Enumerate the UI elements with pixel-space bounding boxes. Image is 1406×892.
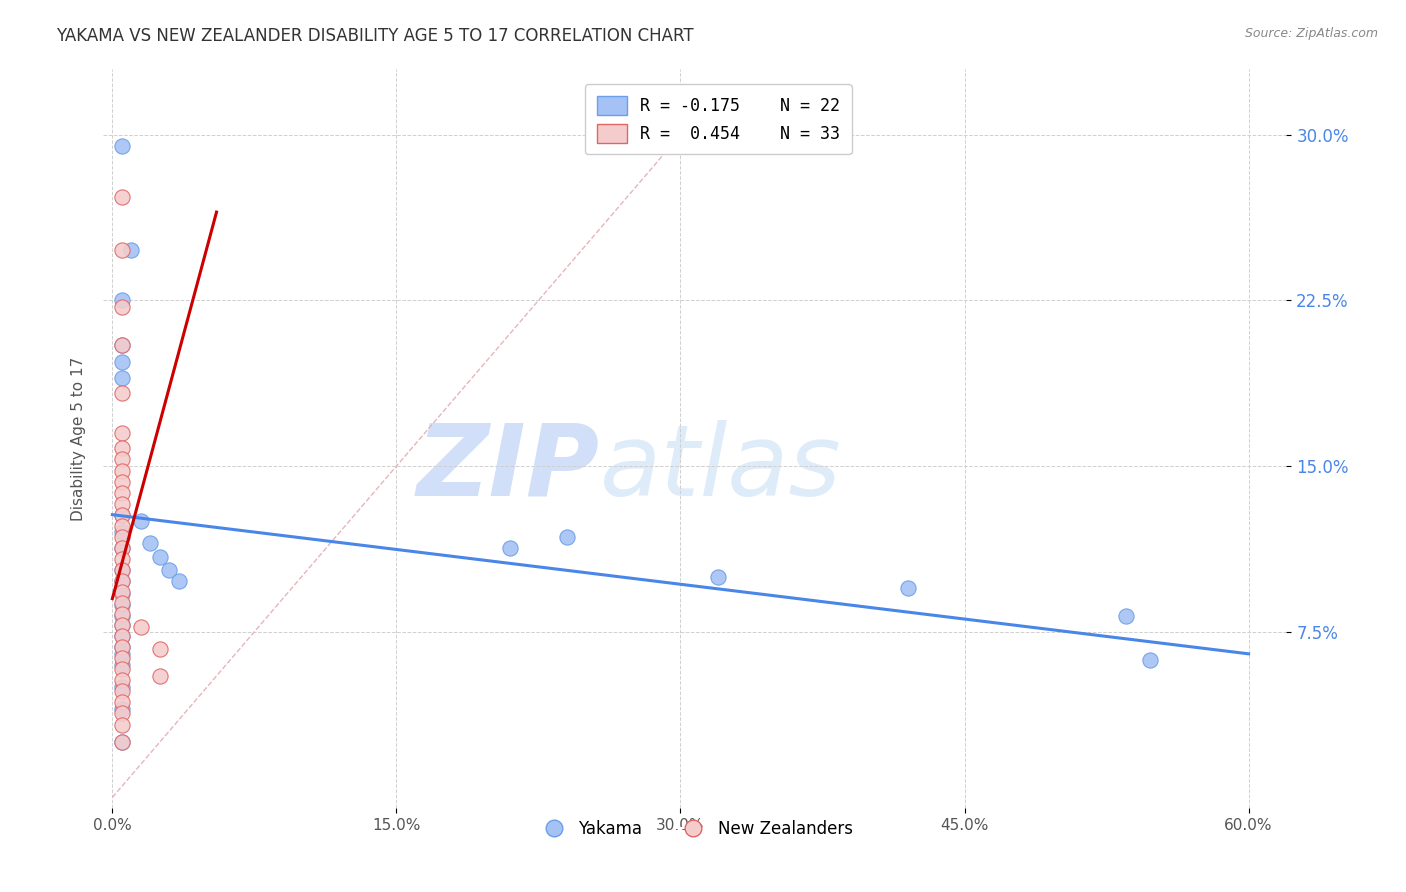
Point — [111, 684, 134, 698]
Point — [111, 695, 134, 709]
Point — [111, 657, 134, 672]
Point — [111, 563, 134, 577]
Point — [499, 541, 522, 555]
Point — [111, 574, 134, 588]
Legend: Yakama, New Zealanders: Yakama, New Zealanders — [530, 814, 859, 845]
Point — [111, 463, 134, 477]
Point — [139, 536, 162, 550]
Point — [111, 525, 134, 540]
Point — [111, 587, 134, 601]
Point — [111, 574, 134, 588]
Point — [111, 541, 134, 555]
Point — [111, 717, 134, 731]
Point — [111, 508, 134, 522]
Text: ZIP: ZIP — [418, 419, 600, 516]
Point — [111, 629, 134, 643]
Point — [129, 620, 152, 634]
Point — [111, 138, 134, 153]
Point — [111, 647, 134, 661]
Point — [149, 642, 172, 657]
Point — [111, 735, 134, 749]
Point — [167, 574, 190, 588]
Point — [111, 702, 134, 716]
Point — [111, 189, 134, 203]
Point — [555, 530, 578, 544]
Point — [129, 514, 152, 528]
Point — [111, 607, 134, 621]
Point — [149, 669, 172, 683]
Point — [111, 541, 134, 555]
Point — [111, 706, 134, 721]
Text: Source: ZipAtlas.com: Source: ZipAtlas.com — [1244, 27, 1378, 40]
Point — [111, 563, 134, 577]
Point — [111, 243, 134, 257]
Point — [149, 549, 172, 564]
Point — [111, 662, 134, 676]
Point — [111, 640, 134, 655]
Point — [111, 596, 134, 610]
Point — [111, 552, 134, 566]
Point — [111, 337, 134, 351]
Point — [120, 243, 142, 257]
Point — [111, 640, 134, 655]
Point — [111, 337, 134, 351]
Text: YAKAMA VS NEW ZEALANDER DISABILITY AGE 5 TO 17 CORRELATION CHART: YAKAMA VS NEW ZEALANDER DISABILITY AGE 5… — [56, 27, 695, 45]
Point — [111, 293, 134, 308]
Point — [111, 386, 134, 401]
Point — [111, 497, 134, 511]
Point — [707, 569, 730, 583]
Point — [111, 508, 134, 522]
Point — [111, 735, 134, 749]
Point — [897, 581, 920, 595]
Point — [111, 300, 134, 314]
Point — [111, 475, 134, 489]
Point — [1115, 609, 1137, 624]
Point — [111, 585, 134, 599]
Point — [111, 609, 134, 624]
Point — [111, 530, 134, 544]
Point — [111, 599, 134, 613]
Text: atlas: atlas — [600, 419, 842, 516]
Point — [157, 563, 180, 577]
Y-axis label: Disability Age 5 to 17: Disability Age 5 to 17 — [72, 357, 86, 521]
Point — [111, 355, 134, 369]
Point — [111, 651, 134, 665]
Point — [111, 452, 134, 467]
Point — [111, 442, 134, 456]
Point — [111, 680, 134, 694]
Point — [111, 618, 134, 632]
Point — [111, 370, 134, 384]
Point — [111, 673, 134, 688]
Point — [111, 629, 134, 643]
Point — [111, 425, 134, 440]
Point — [1139, 653, 1161, 667]
Point — [111, 618, 134, 632]
Point — [111, 485, 134, 500]
Point — [111, 518, 134, 533]
